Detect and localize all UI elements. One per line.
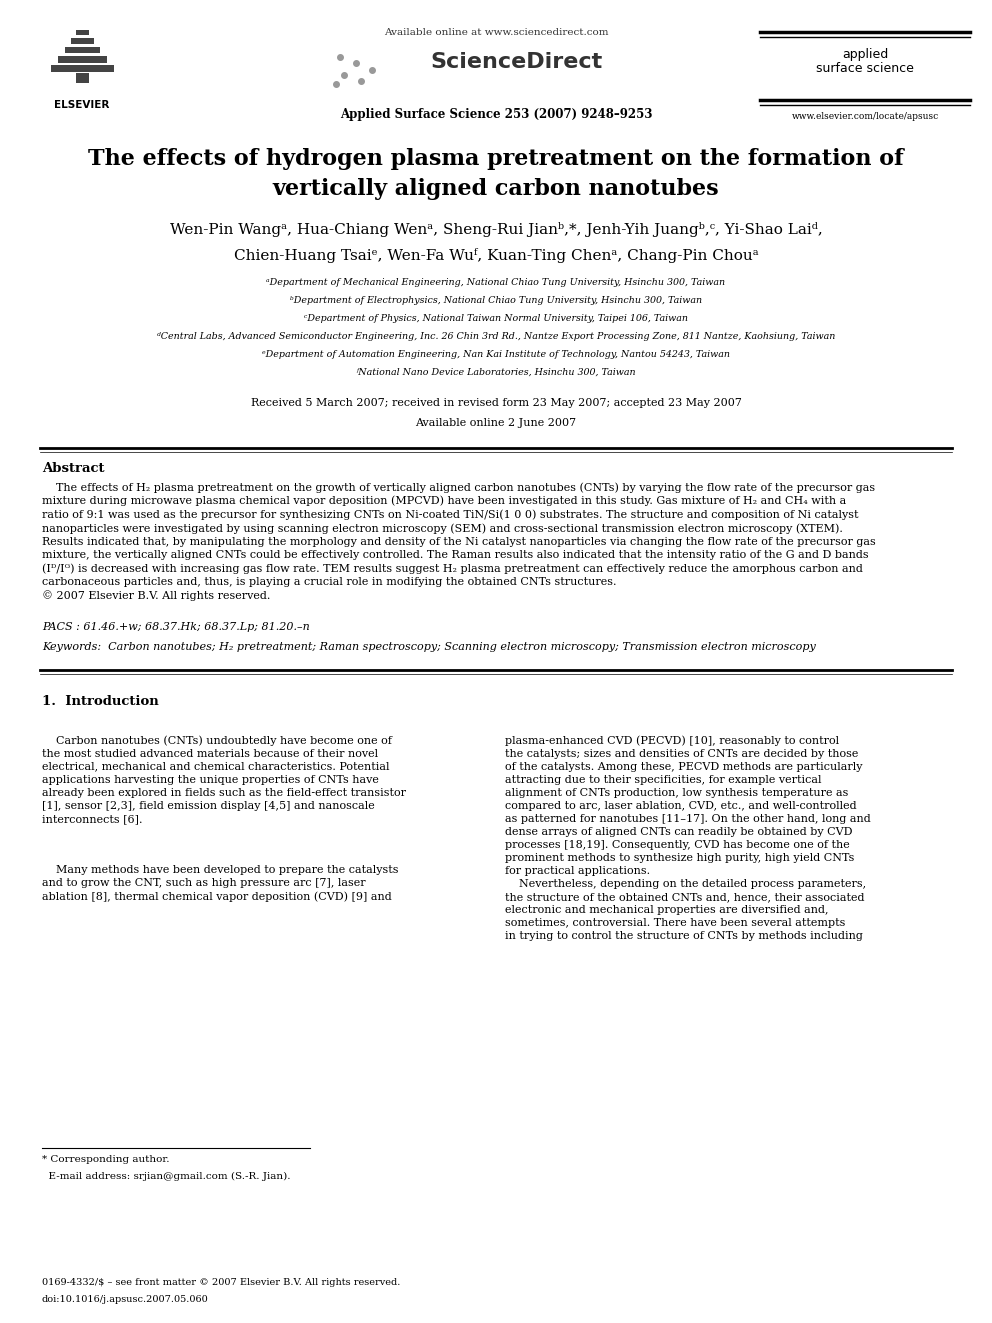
- Text: Applied Surface Science 253 (2007) 9248–9253: Applied Surface Science 253 (2007) 9248–…: [339, 108, 653, 120]
- Text: applied: applied: [842, 48, 888, 61]
- Text: ScienceDirect: ScienceDirect: [430, 52, 602, 71]
- Text: 1.  Introduction: 1. Introduction: [42, 695, 159, 708]
- Bar: [58, 56, 107, 62]
- Text: 0169-4332/$ – see front matter © 2007 Elsevier B.V. All rights reserved.: 0169-4332/$ – see front matter © 2007 El…: [42, 1278, 401, 1287]
- Text: Keywords:  Carbon nanotubes; H₂ pretreatment; Raman spectroscopy; Scanning elect: Keywords: Carbon nanotubes; H₂ pretreatm…: [42, 642, 815, 652]
- Text: ELSEVIER: ELSEVIER: [55, 101, 110, 110]
- Text: PACS : 61.46.+w; 68.37.Hk; 68.37.Lp; 81.20.–n: PACS : 61.46.+w; 68.37.Hk; 68.37.Lp; 81.…: [42, 622, 310, 632]
- Text: Available online at www.sciencedirect.com: Available online at www.sciencedirect.co…: [384, 28, 608, 37]
- Text: Wen-Pin Wangᵃ, Hua-Chiang Wenᵃ, Sheng-Rui Jianᵇ,*, Jenh-Yih Juangᵇ,ᶜ, Yi-Shao La: Wen-Pin Wangᵃ, Hua-Chiang Wenᵃ, Sheng-Ru…: [170, 222, 822, 237]
- Text: Carbon nanotubes (CNTs) undoubtedly have become one of
the most studied advanced: Carbon nanotubes (CNTs) undoubtedly have…: [42, 736, 406, 824]
- Text: Many methods have been developed to prepare the catalysts
and to grow the CNT, s: Many methods have been developed to prep…: [42, 865, 399, 902]
- Text: ᵉDepartment of Automation Engineering, Nan Kai Institute of Technology, Nantou 5: ᵉDepartment of Automation Engineering, N…: [262, 351, 730, 359]
- Bar: [51, 65, 114, 71]
- Text: * Corresponding author.: * Corresponding author.: [42, 1155, 170, 1164]
- Text: Abstract: Abstract: [42, 462, 104, 475]
- Text: plasma-enhanced CVD (PECVD) [10], reasonably to control
the catalysts; sizes and: plasma-enhanced CVD (PECVD) [10], reason…: [505, 736, 871, 941]
- Text: surface science: surface science: [816, 62, 914, 75]
- Text: Received 5 March 2007; received in revised form 23 May 2007; accepted 23 May 200: Received 5 March 2007; received in revis…: [251, 398, 741, 407]
- Bar: [76, 29, 89, 36]
- Text: ᶜDepartment of Physics, National Taiwan Normal University, Taipei 106, Taiwan: ᶜDepartment of Physics, National Taiwan …: [304, 314, 688, 323]
- Text: ᵈCentral Labs, Advanced Semiconductor Engineering, Inc. 26 Chin 3rd Rd., Nantze : ᵈCentral Labs, Advanced Semiconductor En…: [157, 332, 835, 341]
- Bar: [64, 46, 100, 53]
- Text: vertically aligned carbon nanotubes: vertically aligned carbon nanotubes: [273, 179, 719, 200]
- Text: doi:10.1016/j.apsusc.2007.05.060: doi:10.1016/j.apsusc.2007.05.060: [42, 1295, 208, 1304]
- Text: www.elsevier.com/locate/apsusc: www.elsevier.com/locate/apsusc: [792, 112, 938, 120]
- Bar: [75, 73, 89, 83]
- Bar: [70, 38, 94, 44]
- Text: ᵃDepartment of Mechanical Engineering, National Chiao Tung University, Hsinchu 3: ᵃDepartment of Mechanical Engineering, N…: [267, 278, 725, 287]
- Text: Available online 2 June 2007: Available online 2 June 2007: [416, 418, 576, 429]
- Text: The effects of H₂ plasma pretreatment on the growth of vertically aligned carbon: The effects of H₂ plasma pretreatment on…: [42, 482, 876, 601]
- Text: E-mail address: srjian@gmail.com (S.-R. Jian).: E-mail address: srjian@gmail.com (S.-R. …: [42, 1172, 291, 1181]
- Text: The effects of hydrogen plasma pretreatment on the formation of: The effects of hydrogen plasma pretreatm…: [88, 148, 904, 169]
- Text: Chien-Huang Tsaiᵉ, Wen-Fa Wuᶠ, Kuan-Ting Chenᵃ, Chang-Pin Chouᵃ: Chien-Huang Tsaiᵉ, Wen-Fa Wuᶠ, Kuan-Ting…: [234, 247, 758, 263]
- Text: ᵇDepartment of Electrophysics, National Chiao Tung University, Hsinchu 300, Taiw: ᵇDepartment of Electrophysics, National …: [290, 296, 702, 306]
- Text: ᶠNational Nano Device Laboratories, Hsinchu 300, Taiwan: ᶠNational Nano Device Laboratories, Hsin…: [356, 368, 636, 377]
